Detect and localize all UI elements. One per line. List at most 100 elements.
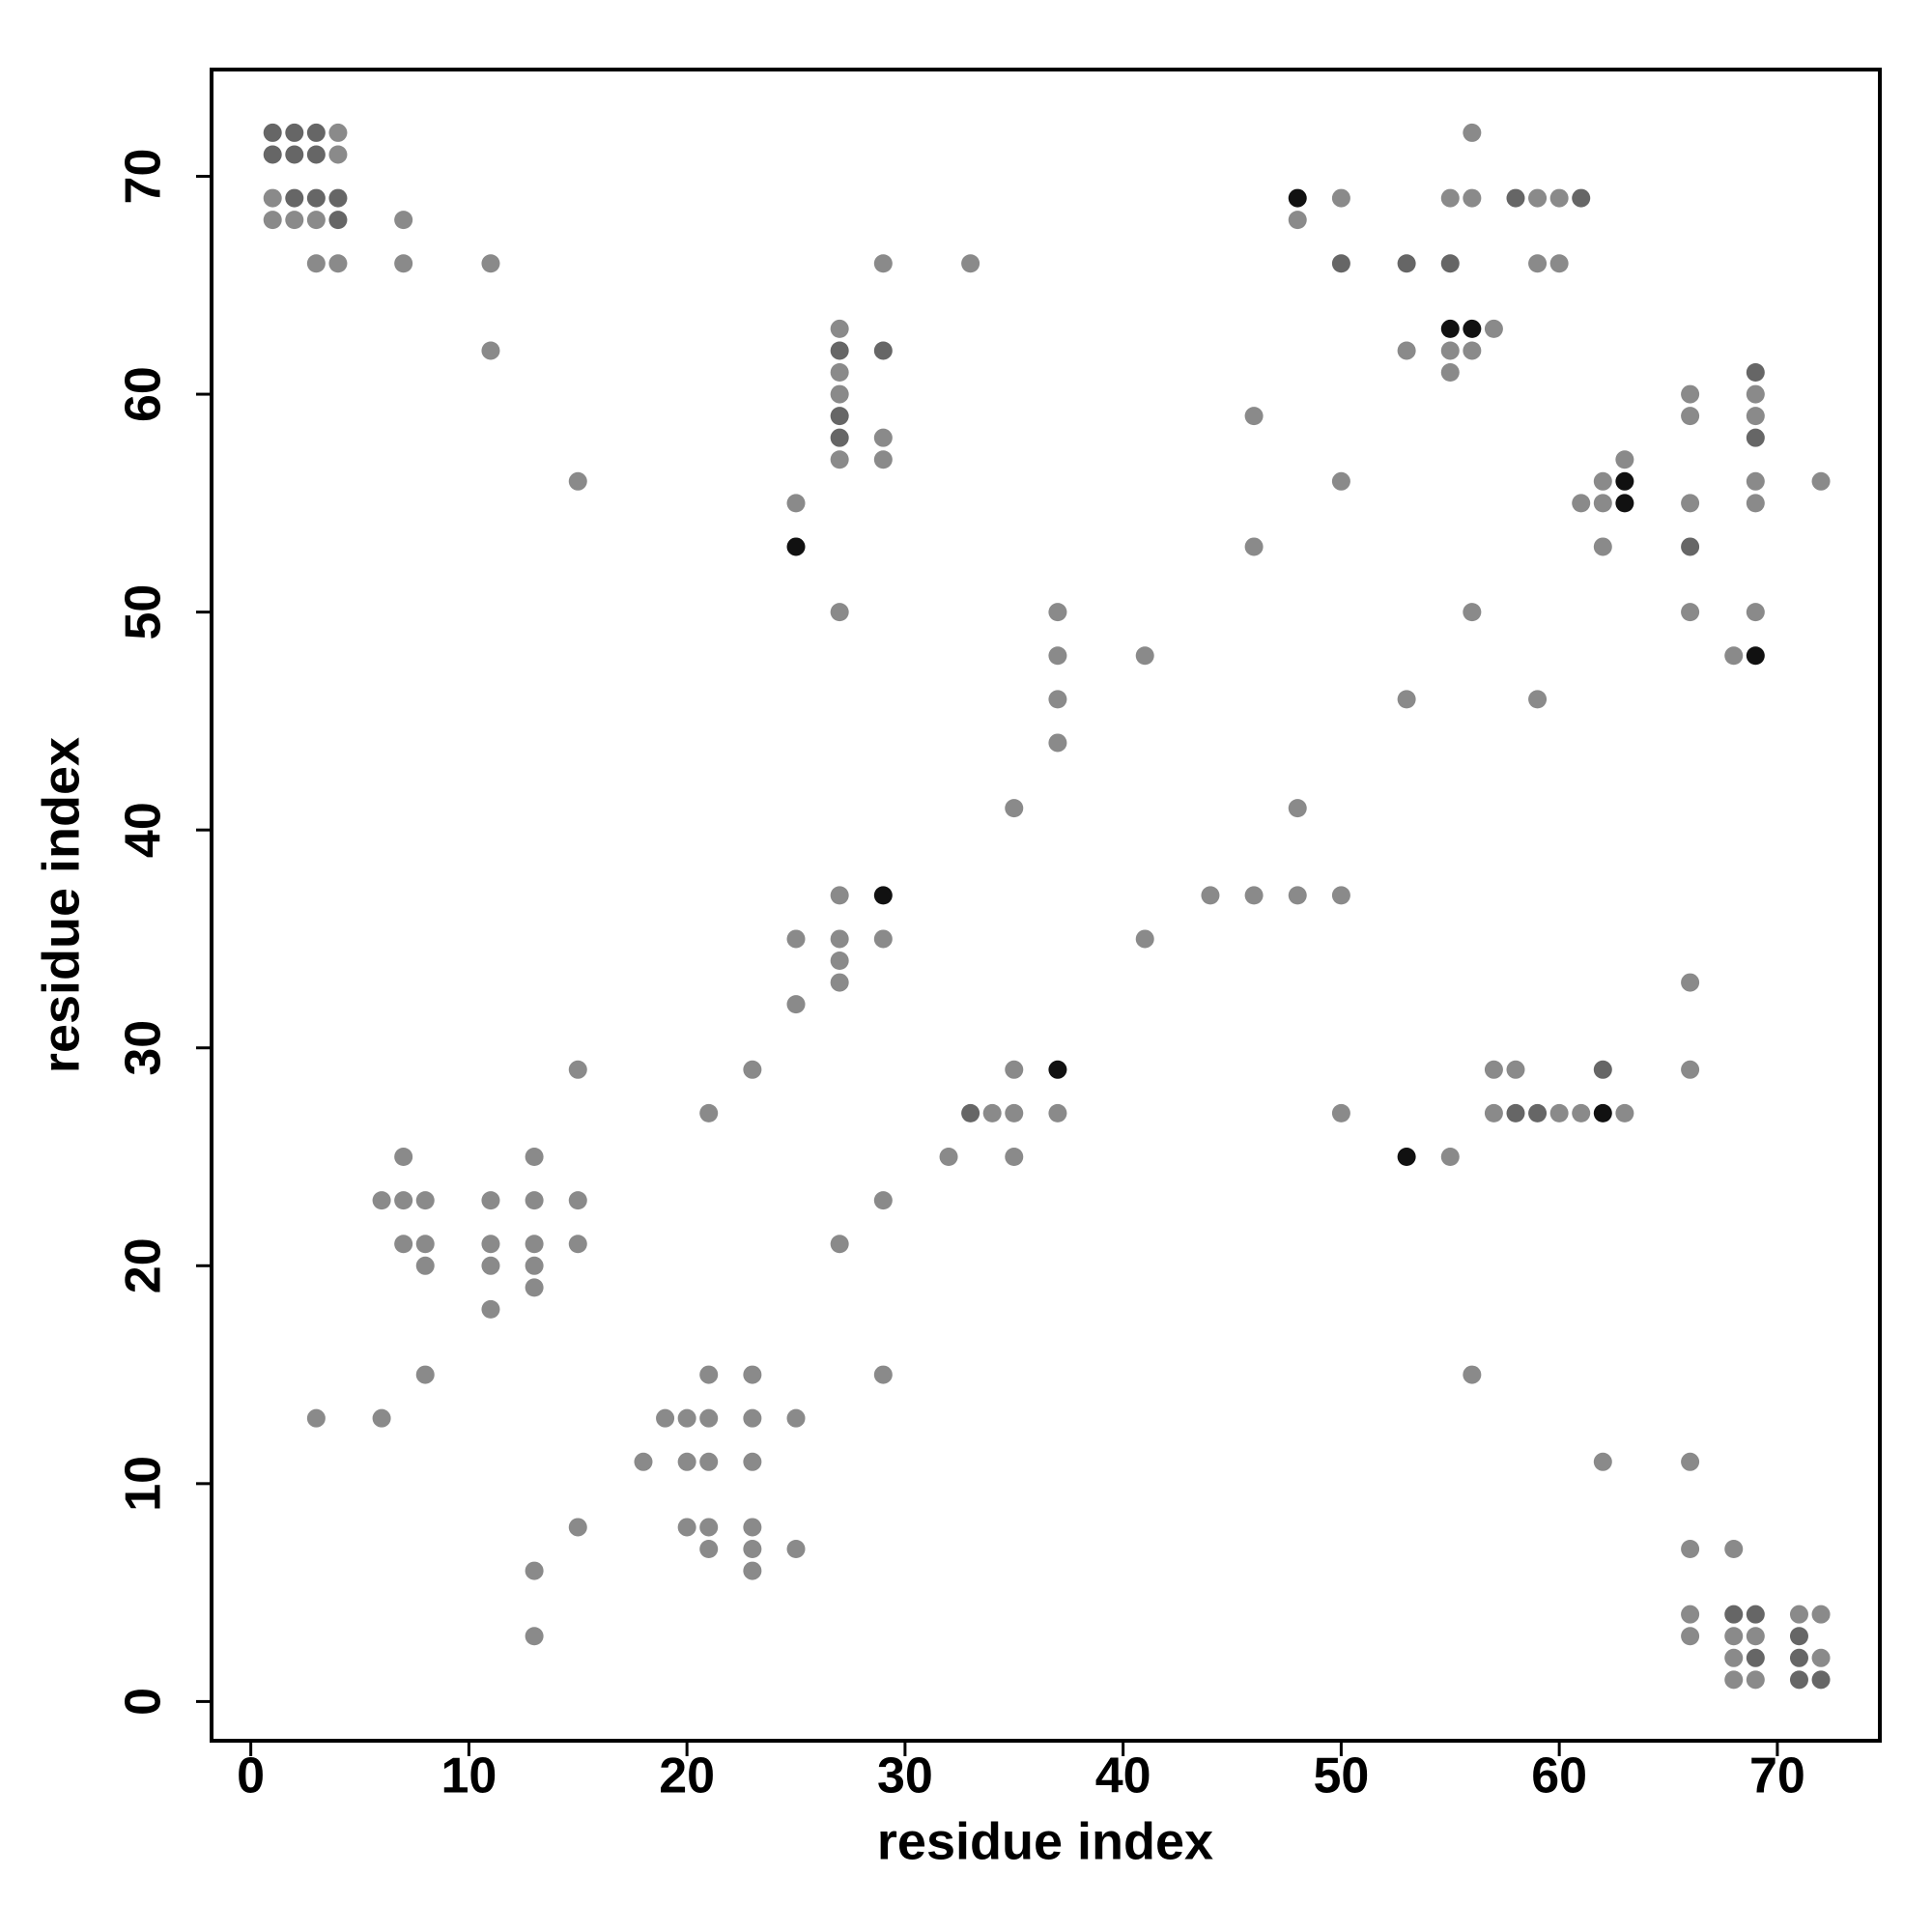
point [1681,384,1700,404]
point [306,211,326,230]
point [830,341,849,360]
point [830,603,849,622]
point [306,123,326,142]
point [568,1235,587,1254]
point [1528,690,1548,709]
point [1615,1103,1634,1122]
point [568,1060,587,1079]
point [481,1235,500,1254]
point [1048,690,1067,709]
point [873,254,893,273]
point [1331,254,1350,273]
point [1397,254,1416,273]
point [961,254,980,273]
point [786,929,806,949]
point [1593,1103,1612,1122]
point [699,1408,719,1428]
point [1746,646,1765,666]
x-axis-title: residue index [877,1812,1213,1870]
y-tick-label: 50 [116,584,172,640]
point [1463,188,1482,208]
point [1615,450,1634,469]
point [699,1540,719,1559]
point [961,1103,980,1122]
point [1593,494,1612,513]
point [1811,471,1831,491]
point [1746,363,1765,383]
point [1724,1648,1744,1667]
point [873,341,893,360]
point [677,1518,696,1537]
point [699,1518,719,1537]
point [830,886,849,905]
point [939,1148,958,1167]
point [263,145,282,164]
point [1288,799,1307,818]
point [786,995,806,1014]
point [328,188,348,208]
point [1681,1540,1700,1559]
point [1397,1148,1416,1167]
point [677,1452,696,1471]
point [1005,799,1024,818]
point [285,211,304,230]
point [1528,1103,1548,1122]
point [394,1235,413,1254]
point [743,1408,762,1428]
point [1593,471,1612,491]
point [1484,1103,1503,1122]
point [1724,1627,1744,1646]
point [1440,188,1460,208]
point [1528,254,1548,273]
point [481,341,500,360]
point [1789,1670,1808,1690]
point [634,1452,653,1471]
point [1724,1540,1744,1559]
y-tick-label: 30 [116,1020,172,1076]
point [1811,1670,1831,1690]
point [1572,494,1591,513]
point [1506,188,1525,208]
point [1789,1605,1808,1624]
point [1681,973,1700,992]
point [1746,428,1765,447]
y-tick-label: 20 [116,1237,172,1293]
point [568,471,587,491]
point [786,494,806,513]
point [1244,886,1264,905]
point [1746,471,1765,491]
point [873,886,893,905]
point [285,188,304,208]
point [1048,603,1067,622]
point [1724,1670,1744,1690]
point [285,145,304,164]
point [1724,1605,1744,1624]
point [1135,929,1154,949]
point [1135,646,1154,666]
point [1593,537,1612,556]
point [306,188,326,208]
point [525,1256,544,1275]
plot-frame [210,68,1882,1743]
y-tick-label: 70 [116,149,172,205]
point [1549,254,1569,273]
point [481,254,500,273]
point [873,1365,893,1384]
x-tick-label: 50 [1313,1748,1369,1804]
point [743,1452,762,1471]
point [1331,471,1350,491]
point [415,1365,435,1384]
point [1681,407,1700,426]
point [1746,1648,1765,1667]
x-tick-label: 10 [440,1748,497,1804]
point [568,1191,587,1210]
point [1397,341,1416,360]
point [1681,494,1700,513]
point [1463,123,1482,142]
point [1005,1060,1024,1079]
point [830,929,849,949]
point [1549,1103,1569,1122]
point [1746,384,1765,404]
point [1463,603,1482,622]
